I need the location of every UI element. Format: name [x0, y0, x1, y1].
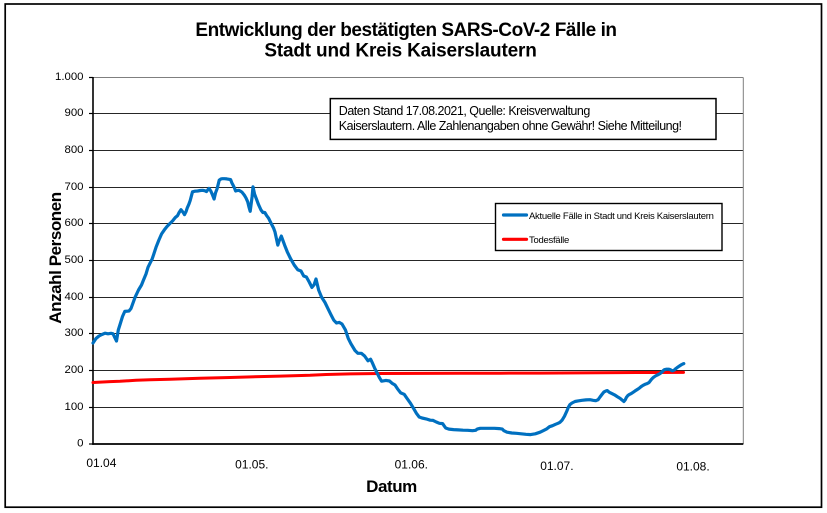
svg-text:Datum: Datum: [366, 477, 417, 496]
svg-text:Kaiserslautern. Alle Zahlenang: Kaiserslautern. Alle Zahlenangaben ohne …: [339, 119, 682, 133]
svg-text:700: 700: [64, 181, 83, 193]
svg-text:900: 900: [64, 107, 83, 119]
svg-text:01.08.: 01.08.: [676, 459, 709, 473]
svg-text:500: 500: [64, 254, 83, 266]
svg-text:Stadt und Kreis Kaiserslautern: Stadt und Kreis Kaiserslautern: [264, 41, 536, 62]
svg-text:800: 800: [64, 144, 83, 156]
svg-text:0: 0: [77, 438, 83, 450]
svg-text:Anzahl Personen: Anzahl Personen: [46, 192, 65, 324]
svg-text:01.07.: 01.07.: [540, 459, 573, 473]
svg-text:01.06.: 01.06.: [395, 458, 428, 472]
svg-text:100: 100: [64, 401, 83, 413]
svg-text:01.04: 01.04: [86, 456, 116, 470]
svg-text:200: 200: [64, 364, 83, 376]
svg-text:Todesfälle: Todesfälle: [529, 235, 569, 246]
svg-text:01.05.: 01.05.: [235, 458, 268, 472]
svg-text:1.000: 1.000: [55, 71, 84, 83]
svg-text:600: 600: [64, 217, 83, 229]
svg-text:Entwicklung der bestätigten SA: Entwicklung der bestätigten SARS-CoV-2 F…: [195, 20, 616, 41]
svg-text:400: 400: [64, 291, 83, 303]
svg-text:Daten Stand 17.08.2021, Quelle: Daten Stand 17.08.2021, Quelle: Kreisver…: [339, 104, 591, 118]
svg-text:Aktuelle Fälle in Stadt und Kr: Aktuelle Fälle in Stadt und Kreis Kaiser…: [529, 211, 714, 222]
svg-text:300: 300: [64, 327, 83, 339]
